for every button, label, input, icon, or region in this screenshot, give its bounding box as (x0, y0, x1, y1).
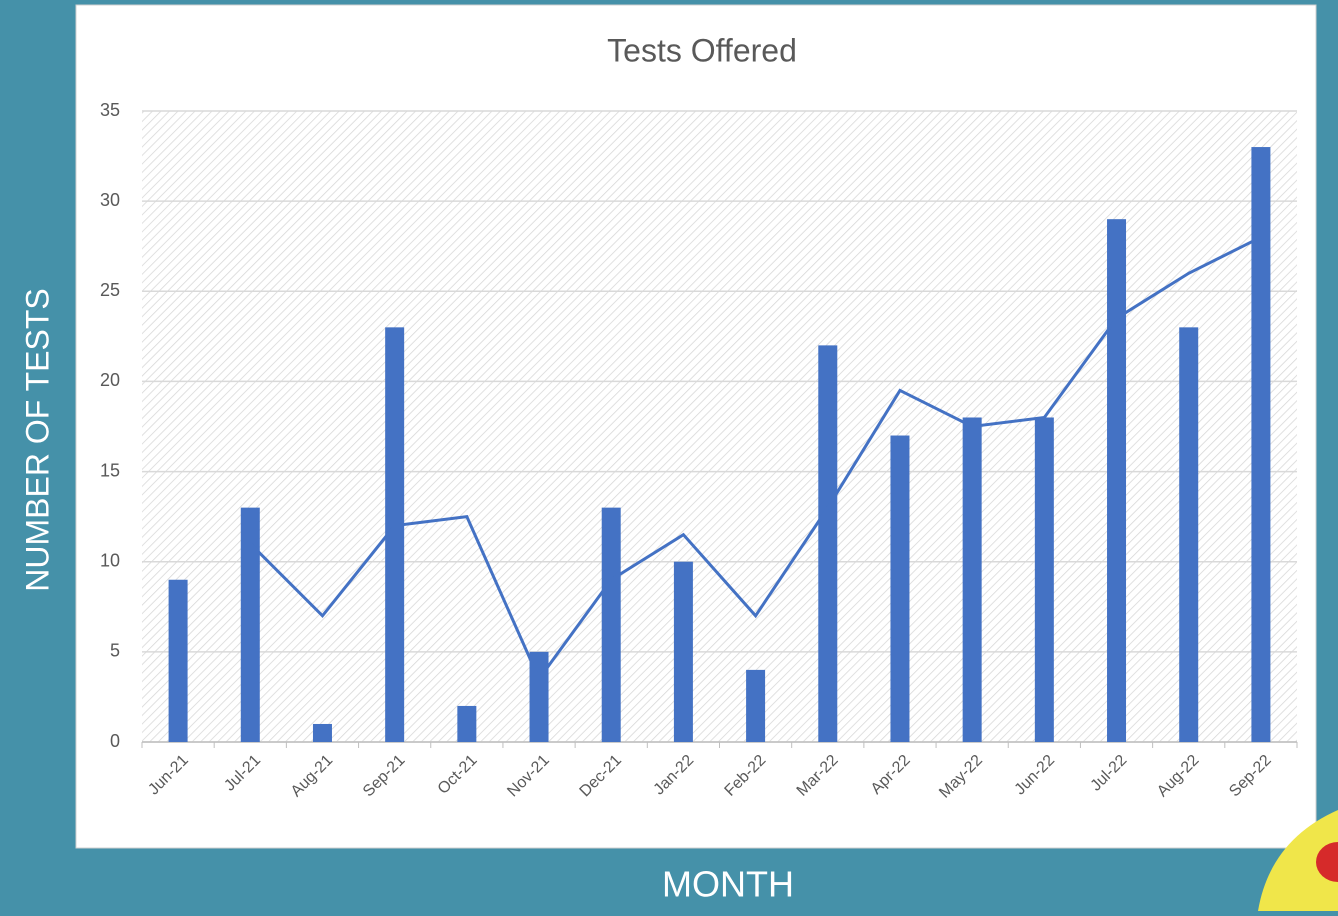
chart-title: Tests Offered (607, 32, 797, 68)
chart: Tests Offered NUMBER OF TESTS MONTH 0 5 10… (0, 0, 1338, 911)
bar (1035, 417, 1054, 742)
bar (890, 436, 909, 742)
y-tick-label: 0 (110, 731, 120, 751)
bar (1107, 219, 1126, 742)
y-tick-label: 20 (100, 370, 120, 390)
y-tick-label: 10 (100, 550, 120, 570)
bar (963, 417, 982, 742)
bar (241, 508, 260, 742)
y-tick-label: 15 (100, 460, 120, 480)
page: {"chart_data": {"type": "bar", "title": … (0, 0, 1338, 916)
bar (818, 345, 837, 742)
y-tick-label: 35 (100, 100, 120, 120)
y-tick-label: 5 (110, 641, 120, 661)
bar (313, 724, 332, 742)
bar (457, 706, 476, 742)
bar (1179, 327, 1198, 742)
y-tick-label: 30 (100, 190, 120, 210)
bar (602, 508, 621, 742)
bar (1251, 147, 1270, 742)
bar (674, 562, 693, 742)
x-axis-label: MONTH (662, 864, 794, 905)
y-axis-label: NUMBER OF TESTS (19, 288, 55, 591)
bar (746, 670, 765, 742)
bar (169, 580, 188, 742)
y-tick-label: 25 (100, 280, 120, 300)
